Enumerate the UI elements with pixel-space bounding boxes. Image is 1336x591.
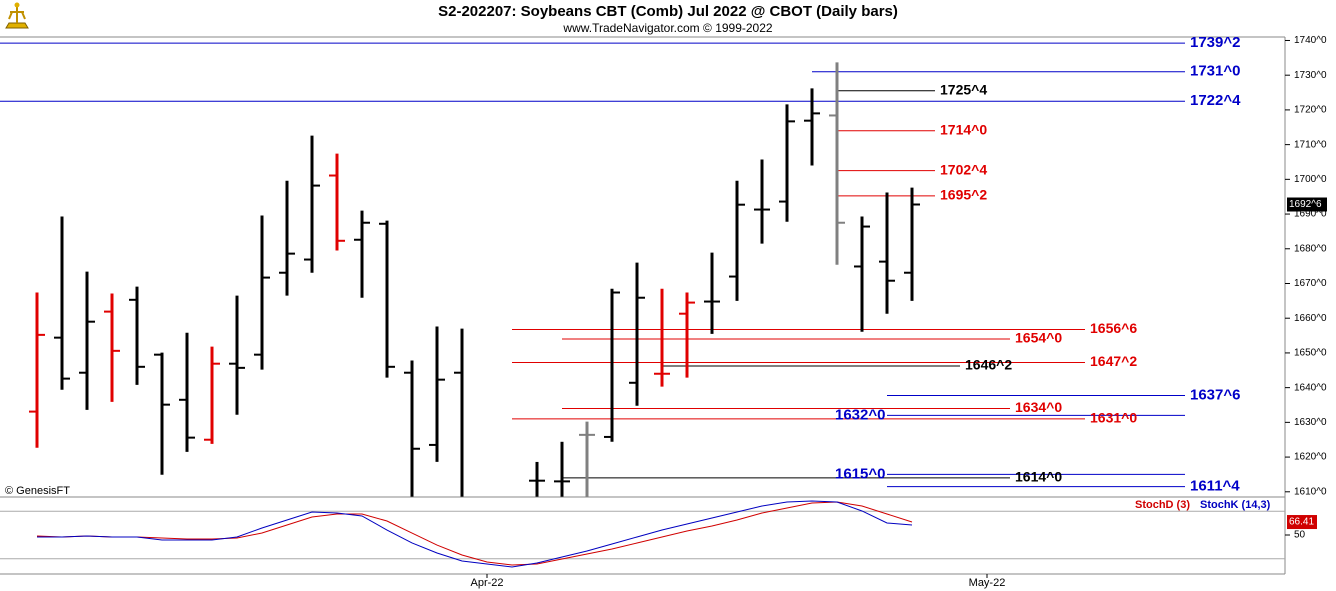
y-tick-label: 1680^0 <box>1294 243 1327 254</box>
last-value-box <box>1287 515 1317 530</box>
stoch-panel <box>0 500 1285 568</box>
x-tick-label: May-22 <box>969 577 1006 589</box>
chart-title: S2-202207: Soybeans CBT (Comb) Jul 2022 … <box>438 3 898 20</box>
level-label: 1631^0 <box>1090 410 1137 426</box>
x-tick-label: Apr-22 <box>470 577 503 589</box>
legend-entry: StochD (3) <box>1135 499 1190 511</box>
level-label: 1632^0 <box>835 406 885 423</box>
level-label: 1656^6 <box>1090 320 1137 336</box>
logo <box>5 2 29 29</box>
copyright: © GenesisFT <box>5 485 70 497</box>
last-price-label: 1692^6 <box>1289 199 1322 210</box>
level-label: 1695^2 <box>940 187 987 203</box>
level-label: 1634^0 <box>1015 399 1062 415</box>
y-tick-label: 1640^0 <box>1294 382 1327 393</box>
level-label: 1722^4 <box>1190 92 1241 109</box>
level-label: 1611^4 <box>1190 478 1240 495</box>
y-tick-label: 1720^0 <box>1294 105 1327 116</box>
y-tick-label: 1630^0 <box>1294 417 1327 428</box>
y-tick-label: 1650^0 <box>1294 348 1327 359</box>
last-price-box <box>1287 197 1327 212</box>
level-label: 1702^4 <box>940 161 987 177</box>
y-tick-label: 1710^0 <box>1294 139 1327 150</box>
level-label: 1615^0 <box>835 465 885 482</box>
y-tick-label: 1670^0 <box>1294 278 1327 289</box>
stoch-line <box>36 501 913 566</box>
y-tick-label: 1700^0 <box>1294 174 1327 185</box>
y-tick-label: 1740^0 <box>1294 35 1327 46</box>
level-label: 1647^2 <box>1090 353 1137 369</box>
y-tick-label: 1690^0 <box>1294 209 1327 220</box>
level-label: 1725^4 <box>940 82 987 98</box>
last-value-label: 66.41 <box>1289 517 1314 528</box>
level-label: 1646^2 <box>965 357 1012 373</box>
y-tick-label: 1610^0 <box>1294 486 1327 497</box>
y-tick-label: 1620^0 <box>1294 452 1327 463</box>
chart-subtitle: www.TradeNavigator.com © 1999-2022 <box>562 21 772 35</box>
y-tick-label: 50 <box>1294 530 1306 541</box>
legend-entry: StochK (14,3) <box>1200 499 1271 511</box>
level-label: 1731^0 <box>1190 63 1240 80</box>
price-panel <box>0 42 1185 497</box>
y-tick-label: 1730^0 <box>1294 70 1327 81</box>
level-label: 1614^0 <box>1015 469 1062 485</box>
level-label: 1654^0 <box>1015 330 1062 346</box>
level-label: 1714^0 <box>940 121 987 137</box>
level-label: 1739^2 <box>1190 34 1240 51</box>
y-tick-label: 1660^0 <box>1294 313 1327 324</box>
level-label: 1637^6 <box>1190 386 1240 403</box>
stoch-line <box>37 500 913 568</box>
